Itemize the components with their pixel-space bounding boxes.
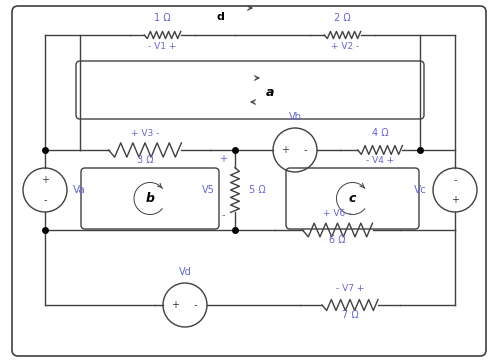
Text: - V1 +: - V1 +: [148, 42, 176, 51]
Text: +: +: [219, 154, 227, 164]
Text: 1 Ω: 1 Ω: [154, 13, 170, 23]
Text: +: +: [171, 300, 179, 310]
Text: + V6 -: + V6 -: [324, 209, 352, 218]
Text: - V7 +: - V7 +: [336, 284, 364, 293]
Text: 7 Ω: 7 Ω: [341, 310, 358, 320]
Text: +: +: [451, 195, 459, 205]
Text: + V2 -: + V2 -: [331, 42, 359, 51]
Text: 3 Ω: 3 Ω: [137, 155, 153, 165]
Text: b: b: [146, 192, 155, 205]
Text: -: -: [221, 210, 225, 220]
Text: -: -: [453, 175, 457, 185]
Text: -: -: [193, 300, 197, 310]
Text: Va: Va: [73, 185, 86, 195]
Text: d: d: [216, 12, 224, 22]
Text: 6 Ω: 6 Ω: [329, 235, 346, 245]
Text: c: c: [349, 192, 356, 205]
Text: -: -: [303, 145, 307, 155]
Text: +: +: [41, 175, 49, 185]
Text: V5: V5: [202, 185, 215, 195]
Text: 5 Ω: 5 Ω: [249, 185, 266, 195]
Text: + V3 -: + V3 -: [131, 129, 159, 138]
Text: Vb: Vb: [289, 112, 302, 122]
Text: - V4 +: - V4 +: [366, 156, 394, 165]
Text: +: +: [281, 145, 289, 155]
Text: -: -: [43, 195, 47, 205]
Text: 4 Ω: 4 Ω: [372, 128, 388, 138]
Text: Vd: Vd: [178, 267, 191, 277]
Text: 2 Ω: 2 Ω: [333, 13, 350, 23]
Text: Vc: Vc: [414, 185, 427, 195]
Text: a: a: [266, 86, 274, 99]
